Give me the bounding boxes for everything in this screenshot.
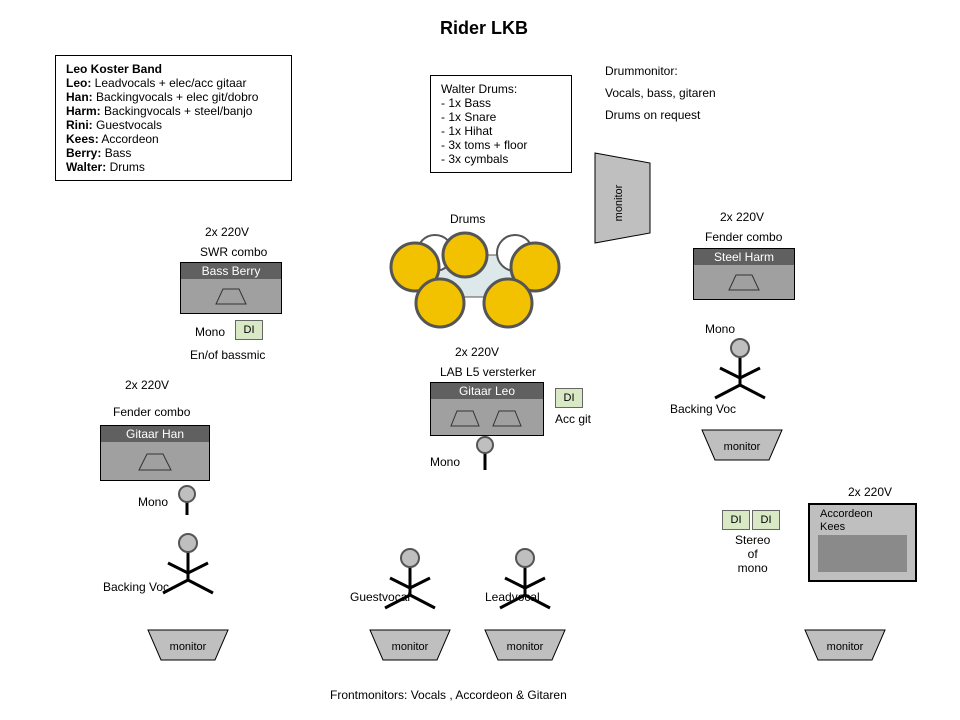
steel-220v: 2x 220V [720, 210, 764, 224]
amp-steel: Steel Harm [693, 248, 795, 300]
acc-l1: Accordeon [820, 508, 873, 520]
front-caption: Frontmonitors: Vocals , Accordeon & Gita… [330, 688, 567, 702]
drummonitor-text: Drummonitor: Vocals, bass, gitaren Drums… [605, 60, 716, 126]
amp-han-label: Gitaar Han [101, 426, 209, 442]
drums-box: Walter Drums: - 1x Bass- 1x Snare- 1x Hi… [430, 75, 572, 173]
monitor-label: monitor [613, 184, 625, 221]
band-member: Kees: [66, 132, 99, 146]
drums-label: Drums [450, 212, 485, 226]
guest-label: Guestvocal [350, 590, 410, 604]
band-role: Backingvocals + elec git/dobro [93, 90, 259, 104]
band-info-box: Leo Koster Band Leo: Leadvocals + elec/a… [55, 55, 292, 181]
band-role: Guestvocals [93, 118, 162, 132]
drummonitor-heading: Drummonitor: [605, 60, 716, 82]
stage-plot: Rider LKB Leo Koster Band Leo: Leadvocal… [0, 0, 960, 720]
band-line: Han: Backingvocals + elec git/dobro [66, 90, 281, 104]
drums-item: - 1x Bass [441, 96, 561, 110]
leo-mono: Mono [430, 455, 460, 469]
band-line: Kees: Accordeon [66, 132, 281, 146]
drum-monitor-wedge: monitor [580, 148, 660, 248]
band-role: Backingvocals + steel/banjo [101, 104, 253, 118]
bass-220v: 2x 220V [205, 225, 249, 239]
bass-mono: Mono [195, 325, 225, 339]
amp-leo-label: Gitaar Leo [431, 383, 543, 399]
band-member: Leo: [66, 76, 91, 90]
lead-monitor: monitor [480, 625, 570, 665]
drums-item: - 1x Hihat [441, 124, 561, 138]
drums-heading: Walter Drums: [441, 82, 561, 96]
acc-l2: Kees [820, 521, 845, 533]
drums-item: - 3x toms + floor [441, 138, 561, 152]
page-title: Rider LKB [440, 18, 528, 39]
acc-monitor: monitor [800, 625, 890, 665]
monitor-label: monitor [392, 641, 429, 653]
band-member: Harm: [66, 104, 101, 118]
han-fender: Fender combo [113, 405, 190, 419]
bass-swr: SWR combo [200, 245, 267, 259]
amp-bass: Bass Berry [180, 262, 282, 314]
leo-mic [470, 435, 500, 475]
amp-accordeon: Accordeon Kees [808, 503, 917, 582]
band-role: Drums [106, 160, 145, 174]
han-mic-small [172, 485, 202, 520]
band-name: Leo Koster Band [66, 62, 162, 76]
band-member: Walter: [66, 160, 106, 174]
drums-item: - 1x Snare [441, 110, 561, 124]
amp-han: Gitaar Han [100, 425, 210, 481]
amp-leo: Gitaar Leo [430, 382, 544, 436]
drums-item: - 3x cymbals [441, 152, 561, 166]
drum-kit [380, 225, 570, 335]
bass-di: DI [235, 320, 263, 340]
band-member: Rini: [66, 118, 93, 132]
han-monitor: monitor [143, 625, 233, 665]
acc-di-1: DI [722, 510, 750, 530]
acc-220v: 2x 220V [848, 485, 892, 499]
band-role: Bass [101, 146, 131, 160]
han-220v: 2x 220V [125, 378, 169, 392]
drummonitor-l2: Drums on request [605, 104, 716, 126]
bass-enof: En/of bassmic [190, 348, 265, 362]
leo-lab: LAB L5 versterker [440, 365, 536, 379]
guest-monitor: monitor [365, 625, 455, 665]
steel-mic [705, 330, 775, 400]
acc-di-2: DI [752, 510, 780, 530]
monitor-label: monitor [827, 641, 864, 653]
han-mono: Mono [138, 495, 168, 509]
lead-label: Leadvocal [485, 590, 540, 604]
monitor-label: monitor [170, 641, 207, 653]
amp-steel-label: Steel Harm [694, 249, 794, 265]
leo-accgit: Acc git [555, 412, 591, 426]
band-role: Accordeon [99, 132, 159, 146]
acc-stereo: Stereo of mono [735, 533, 770, 575]
steel-backing: Backing Voc [670, 402, 736, 416]
leo-di: DI [555, 388, 583, 408]
band-line: Berry: Bass [66, 146, 281, 160]
monitor-label: monitor [507, 641, 544, 653]
band-role: Leadvocals + elec/acc gitaar [91, 76, 246, 90]
band-line: Harm: Backingvocals + steel/banjo [66, 104, 281, 118]
drummonitor-l1: Vocals, bass, gitaren [605, 82, 716, 104]
steel-monitor: monitor [697, 425, 787, 465]
monitor-label: monitor [724, 441, 761, 453]
han-backing: Backing Voc [103, 580, 169, 594]
band-line: Leo: Leadvocals + elec/acc gitaar [66, 76, 281, 90]
band-member: Han: [66, 90, 93, 104]
steel-fender: Fender combo [705, 230, 782, 244]
band-member: Berry: [66, 146, 101, 160]
band-line: Rini: Guestvocals [66, 118, 281, 132]
amp-bass-label: Bass Berry [181, 263, 281, 279]
band-line: Walter: Drums [66, 160, 281, 174]
leo-220v: 2x 220V [455, 345, 499, 359]
